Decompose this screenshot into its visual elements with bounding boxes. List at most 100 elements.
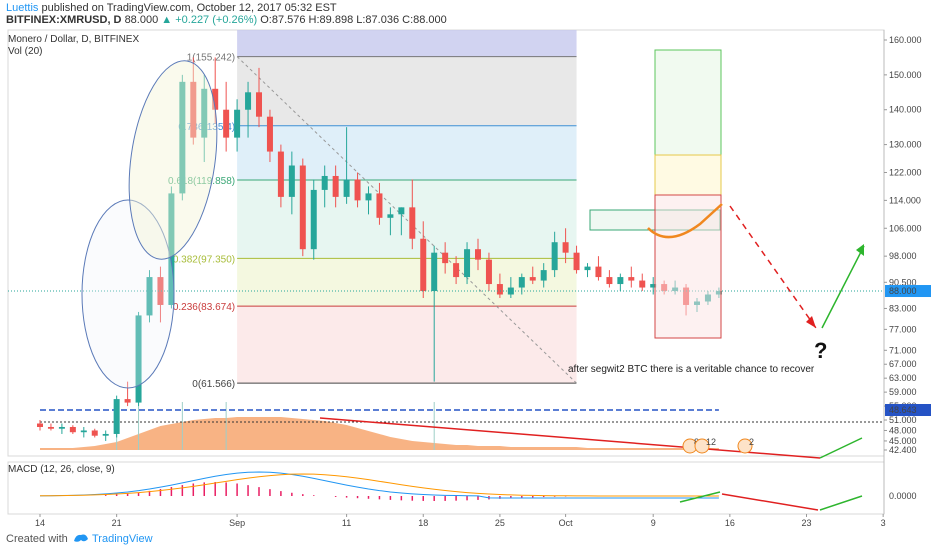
y-tick-label: 122.000 bbox=[889, 167, 922, 177]
candle-body bbox=[58, 426, 65, 429]
candle-body bbox=[464, 249, 471, 278]
candle-body bbox=[606, 277, 613, 285]
candle-body bbox=[146, 277, 153, 316]
x-tick-label: 14 bbox=[35, 518, 45, 528]
volume-up-arrow[interactable] bbox=[819, 437, 863, 459]
fib-level-label: 0.382(97.350) bbox=[173, 254, 235, 265]
target-box-green[interactable] bbox=[654, 49, 722, 156]
y-tick-label: 140.000 bbox=[889, 105, 922, 115]
fib-zone bbox=[237, 125, 577, 180]
candle-body bbox=[332, 175, 339, 197]
tradingview-brand[interactable]: TradingView bbox=[92, 533, 153, 545]
candle-body bbox=[639, 280, 646, 288]
candle-body bbox=[551, 242, 558, 271]
footer: Created with TradingView bbox=[0, 528, 932, 550]
symbol-label: BITFINEX:XMRUSD, D bbox=[6, 14, 122, 26]
macd-label: MACD (12, 26, close, 9) bbox=[8, 464, 115, 475]
candle-body bbox=[628, 277, 635, 281]
fib-level-label: 0.618(119.858) bbox=[168, 176, 235, 187]
candle-body bbox=[157, 277, 164, 305]
fib-level-label: 0(61.566) bbox=[192, 379, 235, 390]
candle-body bbox=[234, 109, 241, 138]
volume-label: Vol (20) bbox=[8, 46, 42, 57]
macd-down-arrow[interactable] bbox=[721, 493, 819, 511]
last-price-tag bbox=[885, 285, 931, 298]
x-tick-label: 11 bbox=[342, 518, 351, 528]
last-price: 88.000 bbox=[124, 14, 159, 26]
x-tick-label: 18 bbox=[418, 518, 428, 528]
candle-body bbox=[475, 249, 481, 260]
y-tick-label: 63.000 bbox=[889, 373, 917, 383]
candle-body bbox=[507, 287, 514, 295]
question-mark: ? bbox=[814, 338, 827, 363]
candle-body bbox=[168, 193, 175, 305]
y-tick-label: 51.000 bbox=[889, 415, 917, 425]
candle-body bbox=[518, 277, 525, 288]
candle-body bbox=[69, 426, 76, 433]
price-chart[interactable]: 1(155.242)0.786(135.4)0.618(119.858)0.38… bbox=[0, 26, 932, 528]
candle-body bbox=[201, 88, 208, 138]
candle-body bbox=[365, 193, 372, 201]
y-tick-label: 130.000 bbox=[889, 140, 922, 150]
y-tick-label: 160.000 bbox=[889, 35, 922, 45]
candle-body bbox=[398, 207, 405, 215]
author-name[interactable]: Luettis bbox=[6, 2, 39, 14]
y-tick-label: 98.000 bbox=[889, 251, 917, 261]
macd-line bbox=[39, 471, 719, 499]
annotation-text: after segwit2 BTC there is a veritable c… bbox=[568, 364, 815, 375]
recovery-arrow-line[interactable] bbox=[821, 245, 865, 329]
wave-ellipse-2[interactable] bbox=[117, 55, 228, 265]
event-badge[interactable] bbox=[694, 438, 710, 454]
macd-pane bbox=[7, 461, 885, 515]
candle-body bbox=[124, 399, 131, 403]
projection-curve[interactable] bbox=[647, 203, 723, 239]
candle-body bbox=[409, 207, 416, 239]
x-tick-label: 21 bbox=[112, 518, 122, 528]
fib-level-label: 1(155.242) bbox=[187, 53, 235, 64]
event-badge[interactable] bbox=[737, 438, 753, 454]
last-price-tag-label: 88.000 bbox=[889, 286, 917, 296]
macd-up-arrow-1[interactable] bbox=[679, 491, 721, 503]
fib-level-label: 0.236(83.674) bbox=[173, 302, 235, 313]
candle-body bbox=[595, 266, 602, 278]
candle-body bbox=[179, 81, 186, 194]
target-box-red[interactable] bbox=[654, 194, 722, 339]
candle-body bbox=[485, 259, 492, 285]
candle-body bbox=[190, 81, 197, 138]
drop-arrow-line[interactable] bbox=[729, 205, 817, 329]
macd-up-arrow-2[interactable] bbox=[819, 495, 863, 511]
macd-tick-label: 0.0000 bbox=[889, 491, 917, 501]
candle-body bbox=[37, 423, 43, 427]
x-tick-label: 16 bbox=[725, 518, 735, 528]
ohlc-values: O:87.576 H:89.898 L:87.036 C:88.000 bbox=[260, 14, 447, 26]
candle-body bbox=[431, 252, 438, 292]
x-tick-label: Oct bbox=[559, 518, 574, 528]
volume-trend-line[interactable] bbox=[319, 417, 821, 459]
x-tick-label: Sep bbox=[229, 518, 245, 528]
candle-body bbox=[310, 189, 317, 250]
fib-zone-top bbox=[237, 30, 577, 57]
fib-zone bbox=[237, 179, 577, 259]
chart-header: Luettis published on TradingView.com, Oc… bbox=[0, 0, 932, 26]
target-box-yellow[interactable] bbox=[654, 154, 722, 196]
drop-arrow-head-icon bbox=[806, 316, 816, 328]
y-tick-label: 77.000 bbox=[889, 324, 917, 334]
candle-body bbox=[266, 116, 273, 152]
x-tick-label: 9 bbox=[651, 518, 656, 528]
signal-line bbox=[39, 473, 719, 497]
x-tick-label: 25 bbox=[495, 518, 505, 528]
candle-body bbox=[540, 270, 547, 281]
candle-body bbox=[343, 179, 350, 197]
y-tick-label: 83.000 bbox=[889, 303, 917, 313]
y-tick-label: 42.400 bbox=[889, 445, 917, 455]
created-with: Created with bbox=[6, 533, 68, 545]
fib-zone bbox=[237, 306, 577, 384]
candle-body bbox=[354, 179, 361, 201]
y-tick-label: 114.000 bbox=[889, 195, 921, 205]
candle-body bbox=[102, 433, 109, 436]
volume-area bbox=[40, 417, 719, 450]
wave-ellipse-1[interactable] bbox=[81, 199, 175, 389]
reference-price-tag-label: 48.643 bbox=[889, 405, 917, 415]
candle-body bbox=[256, 92, 262, 117]
x-tick-label: 3 bbox=[881, 518, 886, 528]
